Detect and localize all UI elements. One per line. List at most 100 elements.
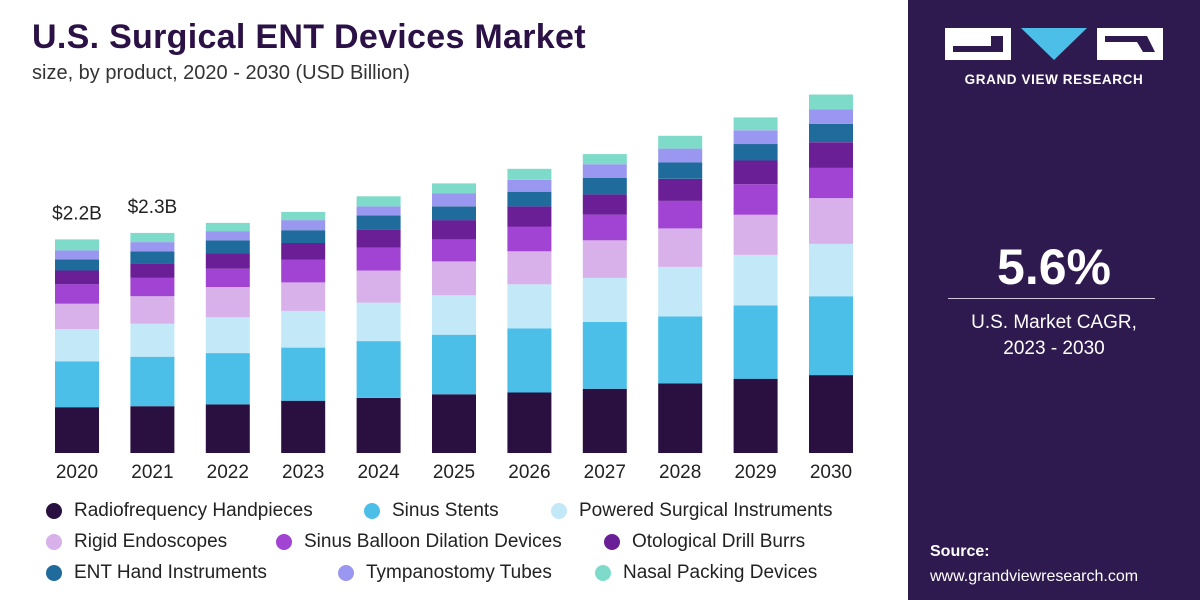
bar-segment-2026-6 [507,206,552,227]
x-tick-label: 2024 [357,462,400,483]
legend-label: Nasal Packing Devices [623,562,818,583]
bar-segment-2030-9 [809,94,853,110]
bar-segment-2026-9 [507,168,552,180]
bar-segment-2028-1 [658,383,703,453]
bar-segment-2027-6 [582,194,627,215]
bar-segment-2029-5 [733,184,778,215]
bar-segment-2020-9 [55,239,99,251]
bar-segment-2030-7 [809,123,853,143]
bar-segment-2029-9 [733,117,778,131]
legend-label: Tympanostomy Tubes [366,562,552,583]
legend-swatch [276,534,292,550]
chart-title: U.S. Surgical ENT Devices Market [32,18,586,56]
legend-swatch [595,565,611,581]
bar-segment-2023-8 [281,220,326,231]
bar-segment-2021-5 [130,277,175,297]
bar-segment-2030-1 [809,375,853,453]
bar-segment-2021-6 [130,263,175,278]
x-tick-label: 2020 [56,462,98,483]
bar-segment-2022-1 [205,404,250,453]
cagr-value: 5.6% [997,239,1111,295]
legend-row: Radiofrequency Handpieces Sinus Stents Pow… [46,500,906,531]
brand-name: GRAND VIEW RESEARCH [964,72,1144,87]
bar-segment-2026-1 [507,392,552,453]
bar-segment-2022-4 [205,287,250,318]
bar-segment-2020-4 [55,303,99,330]
bar-segment-2030-8 [809,109,853,124]
bar-segment-2026-4 [507,251,552,285]
bar-segment-2024-8 [356,206,401,216]
bar-segment-2026-3 [507,284,552,329]
legend-item: Rigid Endoscopes [46,531,227,553]
bar-segment-2028-7 [658,162,703,179]
bar-segment-2028-5 [658,200,703,229]
legend-item: Otological Drill Burrs [604,531,805,553]
bar-segment-2030-3 [809,244,853,297]
x-tick-label: 2027 [584,462,626,483]
bar-segment-2025-7 [432,206,476,221]
legend-label: Radiofrequency Handpieces [74,500,313,521]
bar-segment-2024-1 [356,398,401,453]
bar-segment-2029-1 [733,378,778,453]
x-tick-label: 2029 [734,462,776,483]
bar-segment-2027-2 [582,321,627,389]
legend-label: Sinus Stents [392,500,499,521]
bar-segment-2022-9 [205,222,250,232]
bar-segment-2024-4 [356,270,401,303]
bar-segment-2024-7 [356,215,401,230]
bar-segment-2021-8 [130,242,175,252]
bar-segment-2027-7 [582,177,627,195]
total-value-label: $2.2B [52,203,102,224]
cagr-label: U.S. Market CAGR, 2023 - 2030 [908,310,1200,362]
bar-segment-2025-9 [432,183,476,194]
x-tick-label: 2028 [659,462,701,483]
bar-segment-2027-3 [582,277,627,322]
bar-segment-2025-6 [432,220,476,240]
bar-segment-2021-1 [130,406,175,453]
bar-segment-2023-6 [281,243,326,260]
bar-segment-2027-1 [582,388,627,453]
bar-segment-2030-6 [809,142,853,168]
chart-subtitle: size, by product, 2020 - 2030 (USD Billi… [32,62,410,84]
bar-segment-2020-1 [55,407,99,453]
gvr-logo-icon [945,28,1163,60]
bar-segment-2025-5 [432,239,476,262]
bar-segment-2021-9 [130,232,175,243]
x-tick-label: 2025 [433,462,475,483]
bar-segment-2030-4 [809,198,853,244]
x-tick-label: 2026 [508,462,550,483]
bar-segment-2029-8 [733,130,778,145]
legend-swatch [551,503,567,519]
bar-segment-2029-4 [733,214,778,255]
legend-row: Rigid Endoscopes Sinus Balloon Dilation D… [46,531,906,562]
legend-item: Radiofrequency Handpieces [46,500,313,522]
bar-segment-2030-2 [809,296,853,376]
legend-label: Otological Drill Burrs [632,531,806,552]
stacked-bar-chart: 2020 2021 2022 2023 2024 2025 2026 2027 2028 2029… [52,94,853,483]
bar-segment-2028-3 [658,266,703,317]
bar-segment-2029-6 [733,160,778,185]
divider [948,298,1155,299]
legend-label: Rigid Endoscopes [74,531,228,552]
legend-item: Nasal Packing Devices [595,562,817,584]
bar-segment-2023-3 [281,310,326,348]
source-link[interactable]: www.grandviewresearch.com [930,568,1139,585]
bar-segment-2022-7 [205,240,250,254]
bar-segment-2020-7 [55,259,99,271]
bar-segment-2028-2 [658,316,703,384]
bar-segment-2020-3 [55,329,99,362]
total-value-label: $2.3B [128,197,178,218]
bar-segment-2021-4 [130,296,175,324]
legend-item: Tympanostomy Tubes [338,562,552,584]
bar-segment-2023-5 [281,259,326,283]
bar-segment-2028-4 [658,228,703,267]
bar-segment-2021-3 [130,323,175,357]
bar-segment-2028-6 [658,178,703,201]
bar-segment-2024-9 [356,196,401,207]
bar-segment-2025-8 [432,193,476,207]
bar-segment-2023-2 [281,347,326,401]
bar-segment-2027-8 [582,164,627,178]
bar-segment-2029-2 [733,305,778,379]
bar-segment-2026-2 [507,328,552,393]
